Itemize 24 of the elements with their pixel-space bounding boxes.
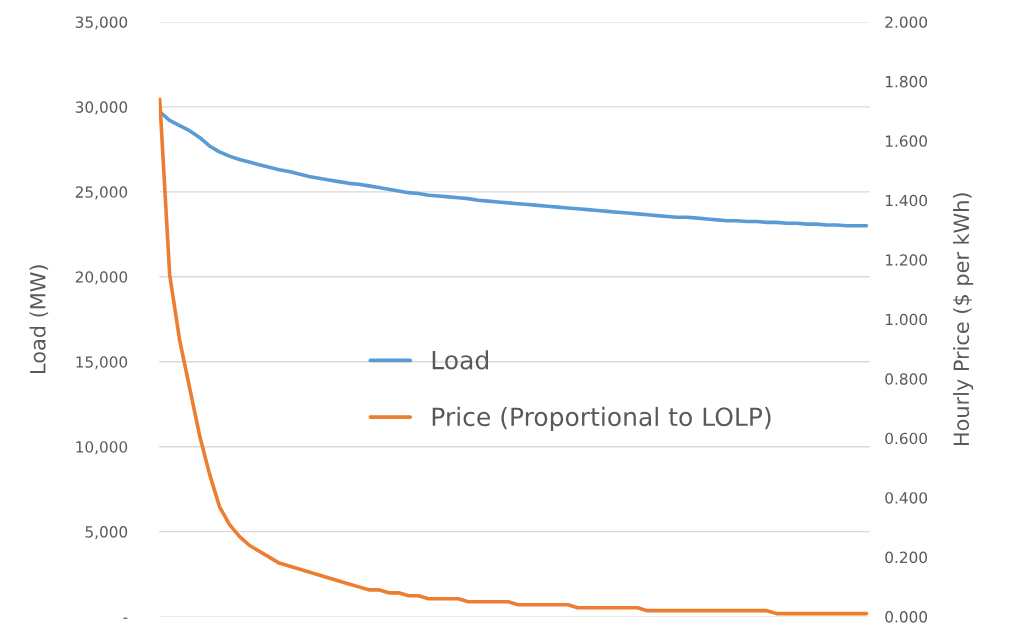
y2-tick-label: 1.600 [885, 135, 928, 147]
line-series [158, 97, 869, 616]
y-tick-label: 10,000 [76, 441, 128, 455]
y2-axis-title: Hourly Price ($ per kWh) [953, 193, 974, 446]
y2-tick-label: 1.200 [885, 254, 928, 266]
y-tick-label: 5,000 [85, 526, 128, 540]
y2-tick-label: 1.000 [885, 313, 928, 326]
legend-label: Load [432, 350, 489, 370]
y2-tick-label: 1.800 [885, 75, 928, 88]
y-tick-label: 25,000 [75, 186, 128, 200]
y2-tick-label: 0.600 [885, 432, 928, 445]
y2-tick-label: 2.000 [885, 16, 928, 28]
y2-tick-label: 0.400 [885, 492, 928, 504]
y-tick-label: - [123, 617, 128, 619]
y-tick-label: 20,000 [75, 271, 128, 285]
y-tick-label: 15,000 [76, 356, 128, 370]
y2-tick-label: 0.000 [885, 611, 928, 623]
y2-tick-label: 0.200 [885, 551, 928, 564]
y2-tick-label: 1.400 [885, 194, 928, 207]
legend-label: Price (Proportional to LOLP) [432, 406, 771, 432]
y2-tick-label: 0.800 [885, 373, 928, 385]
y-tick-label: 35,000 [75, 16, 128, 30]
y-axis-title: Load (MW) [29, 265, 49, 373]
y-tick-label: 30,000 [75, 101, 128, 115]
